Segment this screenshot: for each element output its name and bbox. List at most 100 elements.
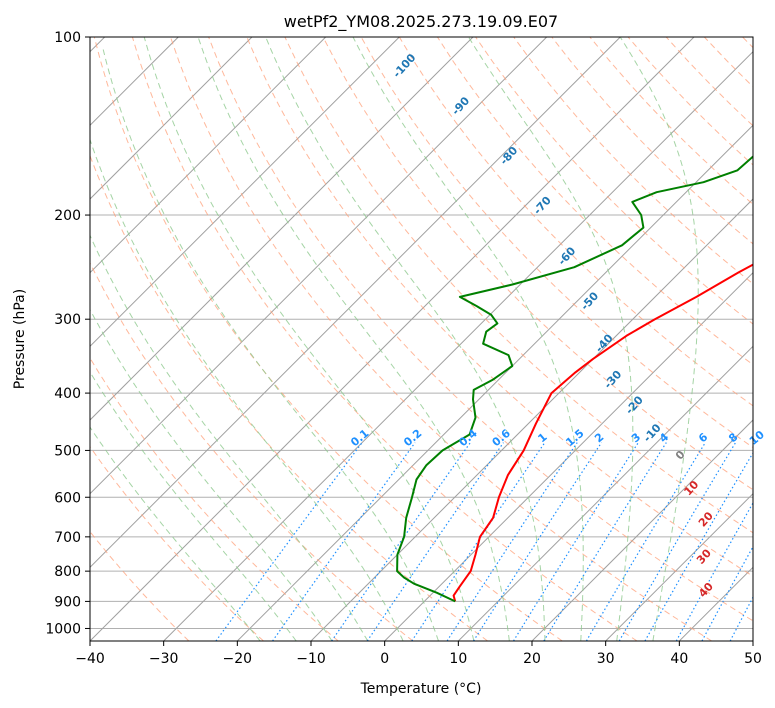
x-tick-label: −10 — [296, 651, 326, 667]
moist-adiabat-line — [265, 37, 546, 641]
mixing-ratio-label: 1 — [535, 430, 549, 445]
x-tick-label: 10 — [449, 651, 467, 667]
isotherm-line — [678, 566, 753, 641]
dry-adiabat-line — [551, 37, 753, 245]
moist-adiabat-line — [90, 308, 333, 641]
mixing-ratio-line — [411, 442, 546, 641]
x-axis-label: Temperature (°C) — [360, 681, 482, 697]
dry-adiabat-label: -80 — [497, 144, 520, 168]
dry-adiabat-line — [90, 357, 339, 641]
x-tick-label: 20 — [523, 651, 541, 667]
dry-adiabat-line — [513, 37, 753, 285]
y-tick-label: 300 — [54, 312, 81, 328]
x-axis: −40 −30 −20 −10 0 10 20 30 40 50 — [75, 641, 762, 667]
moist-adiabat-line — [90, 371, 297, 641]
x-tick-label: −40 — [75, 651, 105, 667]
dry-adiabat-line — [284, 37, 753, 534]
mixing-ratio-line — [366, 442, 504, 641]
moist-adiabat-line — [619, 37, 699, 641]
y-tick-label: 400 — [54, 386, 81, 402]
isotherm-line — [90, 37, 400, 348]
mixing-ratio-line — [675, 501, 753, 641]
y-tick-label: 200 — [54, 208, 81, 224]
temperature-line — [452, 263, 753, 602]
dry-adiabat-line — [589, 37, 753, 205]
dry-adiabat-line — [90, 530, 190, 641]
y-tick-label: 500 — [54, 443, 81, 459]
isotherm-line — [163, 50, 753, 641]
dewpoint-line — [396, 155, 753, 603]
chart-title: wetPf2_YM08.2025.273.19.09.E07 — [284, 12, 558, 32]
mixing-ratio-line — [543, 442, 667, 641]
dry-adiabat-label: -100 — [390, 51, 418, 80]
isotherm-line — [90, 37, 327, 274]
dry-adiabat-label: 0 — [673, 448, 688, 463]
dry-adiabat-line — [246, 37, 753, 577]
y-tick-label: 700 — [54, 530, 81, 546]
mixing-ratio-label: 0.1 — [348, 427, 371, 449]
dry-adiabat-line — [93, 37, 563, 641]
isotherm-line — [605, 492, 753, 641]
dry-adiabat-line — [475, 37, 753, 325]
y-tick-label: 1000 — [45, 621, 81, 637]
dry-adiabat-line — [90, 445, 264, 641]
isotherm-line — [384, 271, 753, 641]
mixing-ratio-label: 0.6 — [490, 426, 514, 449]
mixing-ratio-line — [331, 442, 471, 641]
mixing-ratio-line — [758, 443, 775, 641]
isotherm-line — [457, 345, 753, 641]
dry-adiabat-line — [170, 37, 712, 641]
dry-adiabat-label: -50 — [578, 289, 601, 313]
mixing-ratio-label: 8 — [726, 430, 740, 445]
isotherm-line — [90, 37, 548, 495]
x-tick-label: −30 — [149, 651, 179, 667]
moist-adiabat-line — [197, 37, 510, 641]
y-axis: 100 200 300 400 500 600 700 800 900 1000 — [45, 30, 90, 637]
dry-adiabat-label: 40 — [696, 580, 716, 600]
isotherm-line — [90, 37, 695, 641]
dry-adiabat-label: 10 — [681, 478, 701, 498]
plot-frame — [89, 36, 754, 642]
line-labels: 0.10.20.40.611.52346810131620253036-100-… — [348, 51, 767, 600]
isotherm-line — [236, 124, 753, 641]
background-lines — [90, 37, 775, 641]
isotherm-line — [752, 640, 753, 641]
isotherm-line — [90, 37, 621, 569]
moist-adiabat-line — [468, 37, 634, 641]
moist-adiabat-line — [90, 138, 404, 641]
x-tick-label: 0 — [380, 651, 389, 667]
moist-adiabat-line — [102, 49, 439, 641]
isotherm-line — [90, 37, 253, 200]
dry-adiabat-label: -10 — [641, 421, 664, 445]
mixing-ratio-label: 0.2 — [401, 427, 424, 449]
x-tick-label: −20 — [223, 651, 253, 667]
x-tick-label: 40 — [670, 651, 688, 667]
dry-adiabat-label: -40 — [593, 331, 616, 355]
dry-adiabat-line — [322, 37, 753, 491]
mixing-ratio-line — [272, 442, 416, 641]
sounding-series — [396, 155, 753, 603]
mixing-ratio-line — [473, 442, 603, 641]
y-tick-label: 800 — [54, 564, 81, 580]
isotherm-line — [90, 37, 474, 421]
moist-adiabat-line — [352, 37, 584, 641]
dry-adiabat-line — [665, 37, 753, 127]
y-tick-label: 600 — [54, 490, 81, 506]
mixing-ratio-label: 6 — [696, 430, 710, 445]
mixing-ratio-line — [585, 442, 706, 641]
mixing-ratio-label: 0.4 — [457, 426, 481, 449]
dry-adiabat-label: 20 — [696, 509, 716, 529]
x-tick-label: 50 — [744, 651, 762, 667]
moist-adiabat-line — [90, 426, 261, 641]
dry-adiabat-line — [90, 261, 414, 641]
x-tick-label: 30 — [597, 651, 615, 667]
moist-adiabat-line — [143, 37, 475, 641]
mixing-ratio-label: 10 — [747, 428, 767, 448]
mixing-ratio-label: 1.5 — [563, 427, 586, 449]
y-tick-label: 900 — [54, 594, 81, 610]
mixing-ratio-line — [701, 545, 753, 641]
mixing-ratio-label: 2 — [592, 430, 606, 445]
dry-adiabat-line — [131, 37, 638, 641]
dry-adiabat-label: -60 — [555, 244, 578, 268]
